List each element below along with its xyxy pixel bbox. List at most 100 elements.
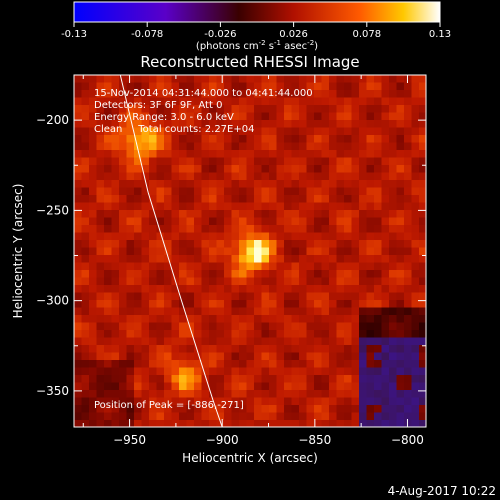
heatmap-cell bbox=[209, 127, 217, 136]
heatmap-cell bbox=[284, 247, 292, 256]
heatmap-cell bbox=[404, 390, 412, 398]
heatmap-cell bbox=[374, 300, 382, 308]
heatmap-cell bbox=[209, 142, 217, 151]
heatmap-cell bbox=[269, 285, 277, 293]
heatmap-cell bbox=[194, 292, 202, 301]
heatmap-cell bbox=[321, 307, 330, 316]
heatmap-cell bbox=[291, 367, 300, 376]
heatmap-cell bbox=[149, 367, 157, 376]
heatmap-cell bbox=[81, 412, 90, 421]
heatmap-cell bbox=[344, 390, 352, 398]
heatmap-cell bbox=[164, 285, 172, 293]
heatmap-cell bbox=[389, 142, 397, 151]
heatmap-cell bbox=[156, 382, 165, 391]
heatmap-cell bbox=[216, 157, 225, 166]
heatmap-cell bbox=[89, 292, 97, 301]
heatmap-cell bbox=[231, 277, 240, 286]
heatmap-cell bbox=[239, 405, 247, 413]
heatmap-cell bbox=[111, 375, 120, 383]
heatmap-cell bbox=[149, 247, 157, 256]
heatmap-cell bbox=[186, 397, 195, 406]
heatmap-cell bbox=[179, 420, 187, 427]
heatmap-cell bbox=[366, 390, 375, 398]
heatmap-cell bbox=[306, 135, 315, 143]
heatmap-cell bbox=[351, 202, 360, 211]
heatmap-cell bbox=[321, 337, 330, 346]
heatmap-cell bbox=[396, 367, 405, 376]
heatmap-cell bbox=[366, 367, 375, 376]
heatmap-cell bbox=[261, 202, 270, 211]
heatmap-cell bbox=[351, 127, 360, 136]
heatmap-cell bbox=[411, 262, 420, 271]
heatmap-cell bbox=[246, 285, 255, 293]
heatmap-cell bbox=[89, 247, 97, 256]
heatmap-cell bbox=[381, 390, 390, 398]
heatmap-cell bbox=[89, 82, 97, 91]
heatmap-cell bbox=[321, 217, 330, 226]
heatmap-cell bbox=[344, 420, 352, 427]
heatmap-cell bbox=[126, 90, 135, 98]
heatmap-cell bbox=[104, 82, 112, 91]
heatmap-cell bbox=[179, 142, 187, 151]
heatmap-cell bbox=[186, 292, 195, 301]
heatmap-cell bbox=[321, 105, 330, 113]
heatmap-cell bbox=[299, 382, 307, 391]
heatmap-cell bbox=[261, 412, 270, 421]
heatmap-cell bbox=[134, 187, 142, 196]
heatmap-cell bbox=[269, 105, 277, 113]
heatmap-cell bbox=[201, 315, 210, 323]
heatmap-cell bbox=[404, 112, 412, 121]
heatmap-cell bbox=[359, 135, 367, 143]
heatmap-cell bbox=[149, 157, 157, 166]
heatmap-cell bbox=[291, 210, 300, 218]
heatmap-cell bbox=[276, 247, 285, 256]
heatmap-cell bbox=[111, 255, 120, 263]
heatmap-cell bbox=[141, 142, 150, 151]
heatmap-cell bbox=[261, 300, 270, 308]
heatmap-cell bbox=[119, 412, 127, 421]
heatmap-cell bbox=[329, 180, 337, 188]
heatmap-cell bbox=[314, 180, 322, 188]
heatmap-cell bbox=[164, 307, 172, 316]
heatmap-cell bbox=[186, 420, 195, 427]
heatmap-cell bbox=[126, 150, 135, 158]
heatmap-cell bbox=[231, 390, 240, 398]
heatmap-cell bbox=[261, 210, 270, 218]
heatmap-cell bbox=[411, 367, 420, 376]
heatmap-cell bbox=[141, 240, 150, 248]
heatmap-cell bbox=[404, 330, 412, 338]
heatmap-cell bbox=[329, 307, 337, 316]
heatmap-cell bbox=[74, 165, 82, 173]
heatmap-cell bbox=[321, 232, 330, 241]
heatmap-cell bbox=[276, 330, 285, 338]
heatmap-cell bbox=[284, 315, 292, 323]
heatmap-cell bbox=[246, 217, 255, 226]
heatmap-cell bbox=[396, 157, 405, 166]
heatmap-cell bbox=[344, 330, 352, 338]
heatmap-cell bbox=[201, 307, 210, 316]
heatmap-cell bbox=[336, 277, 345, 286]
heatmap-cell bbox=[149, 382, 157, 391]
heatmap-cell bbox=[411, 277, 420, 286]
heatmap-cell bbox=[194, 172, 202, 181]
heatmap-cell bbox=[269, 210, 277, 218]
heatmap-cell bbox=[291, 255, 300, 263]
heatmap-cell bbox=[314, 232, 322, 241]
heatmap-cell bbox=[119, 277, 127, 286]
heatmap-cell bbox=[179, 315, 187, 323]
heatmap-cell bbox=[96, 352, 105, 361]
heatmap-cell bbox=[306, 270, 315, 278]
heatmap-cell bbox=[381, 412, 390, 421]
heatmap-cell bbox=[164, 180, 172, 188]
heatmap-cell bbox=[269, 382, 277, 391]
heatmap-cell bbox=[359, 307, 367, 316]
heatmap-cell bbox=[141, 225, 150, 233]
heatmap-cell bbox=[269, 375, 277, 383]
heatmap-cell bbox=[321, 202, 330, 211]
heatmap-cell bbox=[164, 300, 172, 308]
heatmap-cell bbox=[291, 345, 300, 353]
heatmap-cell bbox=[396, 247, 405, 256]
heatmap-cell bbox=[239, 382, 247, 391]
heatmap-cell bbox=[194, 375, 202, 383]
heatmap-cell bbox=[89, 165, 97, 173]
